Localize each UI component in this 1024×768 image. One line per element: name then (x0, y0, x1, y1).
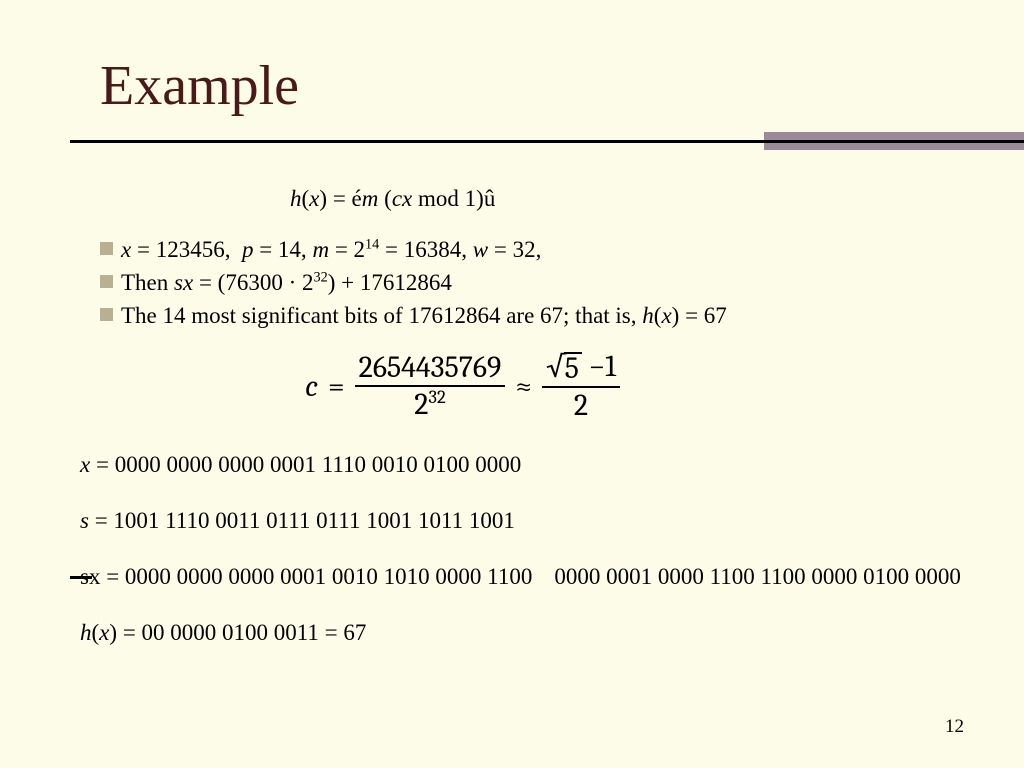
title-rule (70, 128, 1024, 158)
bullet-square-icon (100, 242, 113, 255)
formula-eq: = (333, 186, 346, 211)
line-hx: h(x) = 00 0000 0100 0011 = 67 (80, 620, 964, 646)
hash-formula: h(x) = ém (cx mod 1)û (290, 186, 964, 212)
formula-close-sym: û (484, 186, 496, 211)
line-sx: sx = 0000 0000 0000 0001 0010 1010 0000 … (80, 564, 964, 590)
line-x: x = 0000 0000 0000 0001 1110 0010 0100 0… (80, 452, 964, 478)
page-number: 12 (945, 716, 964, 738)
formula-mod: mod 1) (412, 186, 484, 211)
line-sx-right: 0000 0001 0000 1100 1100 0000 0100 0000 (554, 564, 961, 590)
bullet-text: x = 123456, p = 14, m = 214 = 16384, w =… (121, 234, 541, 265)
bullet-list: x = 123456, p = 14, m = 214 = 16384, w =… (100, 234, 964, 331)
bullet-text: Then sx = (76300 · 232) + 17612864 (121, 267, 452, 298)
formula-m: m (362, 186, 379, 211)
eqn-frac2-den: 2 (570, 390, 592, 422)
title-rule-line (70, 140, 1024, 143)
slide: Example h(x) = ém (cx mod 1)û x = 123456… (0, 0, 1024, 768)
sqrt-icon: √5 (546, 352, 582, 384)
eqn-frac-2: √5 −1 2 (542, 351, 620, 422)
eqn-c: c (305, 369, 318, 404)
formula-lparen: ( (384, 186, 392, 211)
eqn-frac2-num: √5 −1 (542, 351, 620, 384)
formula-open-sym: é (352, 186, 362, 211)
eqn-one: 1 (605, 349, 616, 384)
bullet-square-icon (100, 275, 113, 288)
eqn-frac-1: 2654435769 232 (355, 352, 506, 421)
left-margin-tick (70, 576, 92, 579)
formula-h: h (290, 186, 302, 211)
eqn-frac1-den: 232 (410, 389, 450, 421)
bullet-text: The 14 most significant bits of 17612864… (121, 300, 727, 331)
formula-c: c (392, 186, 402, 211)
line-s: s = 1001 1110 0011 0111 0111 1001 1011 1… (80, 508, 964, 534)
eqn-frac1-num: 2654435769 (355, 352, 506, 384)
eqn-approx: ≈ (515, 369, 532, 404)
bullet-item: x = 123456, p = 14, m = 214 = 16384, w =… (100, 234, 964, 265)
c-equation: c = 2654435769 232 ≈ √5 −1 2 (305, 351, 964, 422)
slide-title: Example (100, 54, 964, 118)
bullet-square-icon (100, 308, 113, 321)
eqn-minus: − (589, 349, 606, 384)
bullet-item: Then sx = (76300 · 232) + 17612864 (100, 267, 964, 298)
bullet-item: The 14 most significant bits of 17612864… (100, 300, 964, 331)
eqn-eq: = (328, 369, 345, 404)
formula-x: x (309, 186, 319, 211)
formula-x2: x (402, 186, 412, 211)
binary-lines: x = 0000 0000 0000 0001 1110 0010 0100 0… (80, 452, 964, 646)
